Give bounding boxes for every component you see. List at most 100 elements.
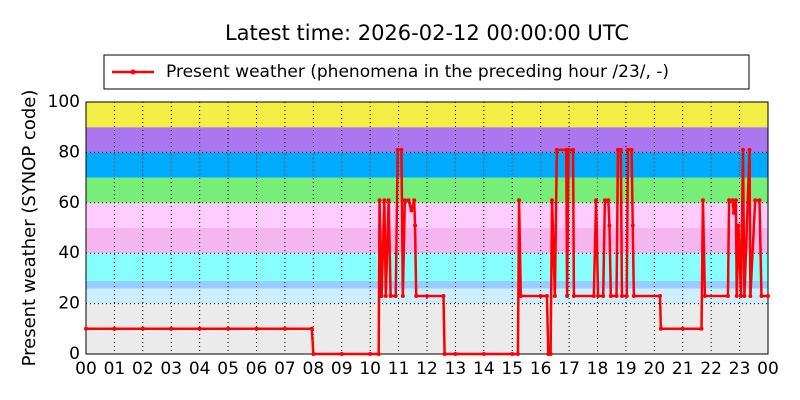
data-point [742,294,747,299]
data-point [453,352,458,356]
data-point [748,294,753,299]
x-tick-label: 06 [246,359,268,379]
x-tick-label: 20 [644,359,666,379]
data-point [591,294,596,299]
x-tick-label: 16 [530,359,552,379]
x-tick-label: 21 [672,359,694,379]
data-point [759,294,764,299]
data-point [624,294,629,299]
data-point [702,294,707,299]
x-tick-label: 05 [217,359,239,379]
data-point [615,147,620,152]
data-point [515,352,520,356]
legend-box [103,54,750,90]
data-point [552,294,557,299]
data-point [254,326,259,331]
background-band [86,280,768,289]
x-tick-label: 22 [700,359,722,379]
data-point [601,294,606,299]
data-point [517,198,522,203]
data-point [399,147,404,152]
data-point [409,208,414,213]
x-tick-label: 00 [757,359,779,379]
data-point [550,198,555,203]
data-point [140,326,145,331]
data-point [565,294,570,299]
y-tick-label: 20 [58,294,80,314]
background-band [86,127,768,153]
x-tick-label: 23 [729,359,751,379]
data-point [608,294,613,299]
data-point [727,198,732,203]
x-tick-label: 15 [501,359,523,379]
data-point [197,326,202,331]
data-point [607,223,612,228]
data-point [629,147,634,152]
data-point [700,198,705,203]
x-tick-label: 10 [359,359,381,379]
data-point [376,352,381,356]
data-point [571,147,576,152]
data-point [425,294,429,299]
x-tick-label: 02 [132,359,154,379]
data-point [554,147,559,152]
data-point [658,294,663,299]
data-point [518,294,523,299]
data-point [339,352,344,356]
data-point [169,326,174,331]
data-point [618,147,623,152]
chart-title: Latest time: 2026-02-12 00:00:00 UTC [225,21,629,45]
data-point [736,223,741,228]
data-point [402,198,407,203]
x-tick-label: 01 [104,359,126,379]
data-point [740,147,745,152]
y-tick-label: 40 [58,243,80,263]
data-point [377,198,382,203]
data-point [413,223,418,228]
y-tick-label: 60 [58,193,80,213]
data-point [368,352,373,356]
x-tick-label: 00 [75,359,97,379]
background-band [86,152,768,178]
data-point [680,326,685,331]
data-point [282,326,287,331]
legend-label: Present weather (phenomena in the preced… [166,62,669,82]
data-point [393,294,398,299]
x-tick-label: 13 [445,359,467,379]
data-point [400,294,405,299]
y-tick-label: 0 [69,344,80,364]
data-point [309,326,314,331]
data-point [699,326,704,331]
data-point [548,352,553,356]
data-point [730,198,735,203]
data-point [658,326,663,331]
x-tick-label: 03 [160,359,182,379]
data-point [753,198,758,203]
y-tick-label: 100 [48,92,80,112]
data-point [544,294,549,299]
legend-marker [130,69,136,75]
data-point [631,294,636,299]
data-point [757,198,762,203]
data-point [382,198,387,203]
data-point [395,147,400,152]
data-point [112,326,117,331]
x-tick-label: 07 [274,359,296,379]
background-band [86,228,768,254]
x-tick-label: 12 [416,359,438,379]
data-point [510,352,515,356]
data-point [614,294,619,299]
y-tick-label: 80 [58,142,80,162]
data-point [733,198,738,203]
data-point [538,294,543,299]
data-point [386,198,391,203]
data-point [406,198,411,203]
x-tick-label: 09 [331,359,353,379]
data-point [412,198,417,203]
background-band [86,253,768,281]
data-point [441,294,446,299]
x-tick-label: 18 [587,359,609,379]
x-tick-label: 19 [615,359,637,379]
